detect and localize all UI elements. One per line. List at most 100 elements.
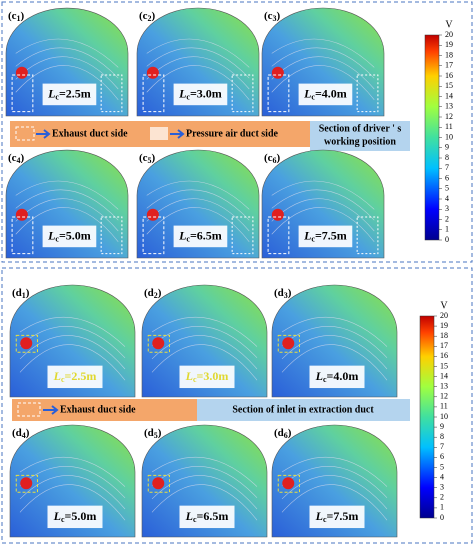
colorbar-tick-label: 18 [445, 50, 453, 59]
panel-label: (d2) [144, 287, 162, 300]
lc-box [47, 505, 103, 529]
lc-part: c [55, 92, 59, 101]
lc-label: Lc=7.5m [303, 228, 347, 243]
streamline [146, 65, 250, 100]
legend-text: working position [324, 136, 396, 147]
colorbar-tick-label: 11 [445, 122, 453, 131]
streamline [15, 180, 119, 210]
dashed-box [267, 216, 290, 255]
legend-strip [310, 121, 410, 151]
panel-label: (d1) [12, 287, 30, 300]
lc-part: L [185, 369, 193, 383]
streamline [146, 198, 250, 232]
streamline [19, 475, 126, 510]
dashed-box [11, 216, 34, 255]
label-part: (c [8, 152, 17, 164]
label-part: 4 [22, 431, 26, 440]
colorbar-tick-label: 13 [445, 102, 453, 111]
streamline [271, 207, 375, 242]
flow-field [5, 7, 129, 117]
arrow [36, 129, 51, 139]
label-part: ) [288, 427, 292, 439]
lc-label: Lc=3.0m [178, 86, 222, 101]
colorbar-tick-label: 3 [440, 483, 444, 492]
colorbar [424, 34, 440, 241]
lc-part: =6.5m [190, 228, 222, 242]
lc-box [47, 365, 103, 389]
dashed-box [100, 216, 123, 255]
label-part: 1 [22, 291, 26, 300]
lc-part: c [193, 515, 197, 524]
colorbar-tick-label: 10 [440, 412, 448, 421]
dashed-box [356, 74, 379, 113]
colorbar-tick-label: 16 [445, 71, 453, 80]
red-marker [152, 477, 165, 490]
flow-field [136, 149, 260, 259]
lc-part: =5.0m [59, 228, 91, 242]
colorbar-tick-label: 20 [445, 30, 453, 39]
lc-part: =3.0m [190, 86, 222, 100]
streamline [151, 335, 258, 370]
label-part: ) [152, 152, 156, 164]
lc-box [179, 505, 235, 529]
arrow [43, 405, 59, 415]
panel-label: (c1) [8, 10, 25, 23]
colorbar-tick-label: 17 [440, 341, 448, 350]
streamline [281, 326, 388, 359]
panel-label: (c2) [139, 10, 156, 23]
lc-part: L [185, 509, 193, 523]
colorbar-tick-label: 8 [440, 432, 444, 441]
label-part: (c [8, 10, 17, 22]
lc-part: =2.5m [59, 86, 91, 100]
lc-label: Lc=6.5m [178, 228, 222, 243]
dashed-box [356, 216, 379, 255]
colorbar-tick-label: 5 [445, 184, 449, 193]
lc-part: c [55, 234, 59, 243]
streamline [19, 316, 126, 347]
streamline [151, 316, 258, 347]
flow-field [271, 284, 398, 398]
colorbar-tick-label: 6 [440, 452, 444, 461]
label-part: ) [158, 287, 162, 299]
streamline [271, 180, 375, 210]
colorbar-tick-label: 13 [440, 382, 448, 391]
streamline [271, 38, 375, 68]
dashed-box [15, 474, 38, 493]
colorbar-tick-label: 1 [445, 225, 449, 234]
streamline [151, 344, 258, 381]
lc-label: Lc=6.5m [185, 509, 229, 524]
flow-field [141, 424, 268, 538]
panel-label: (d6) [274, 427, 292, 440]
label-part: 2 [148, 14, 152, 23]
streamline [281, 335, 388, 370]
streamline [271, 198, 375, 232]
label-part: 1 [17, 14, 21, 23]
colorbar-tick-label: 0 [440, 513, 444, 522]
red-marker [282, 337, 295, 350]
lc-part: L [53, 369, 61, 383]
lc-label: Lc=2.5m [53, 369, 97, 384]
red-marker [20, 477, 33, 490]
red-marker [271, 208, 284, 221]
label-part: ) [21, 10, 25, 22]
colorbar-tick-label: 1 [440, 503, 444, 512]
streamline [15, 207, 119, 242]
dashed-box [15, 334, 38, 353]
label-part: ) [277, 10, 281, 22]
streamline [19, 335, 126, 370]
lc-part: =6.5m [197, 509, 229, 523]
flow-field [5, 149, 129, 259]
panel-label: (c3) [264, 10, 281, 23]
dashed-box [277, 474, 300, 493]
lc-part: c [311, 234, 315, 243]
legend-swatch [15, 126, 35, 141]
streamline [15, 38, 119, 68]
streamline [151, 326, 258, 359]
lc-label: Lc=4.0m [315, 369, 359, 384]
colorbar-tick-label: 7 [445, 163, 449, 172]
legend-text: Exhaust duct side [60, 404, 136, 415]
label-part: (d [274, 287, 284, 299]
lc-part: =5.0m [65, 509, 97, 523]
streamline [281, 466, 388, 499]
colorbar-tick-label: 14 [445, 91, 453, 100]
